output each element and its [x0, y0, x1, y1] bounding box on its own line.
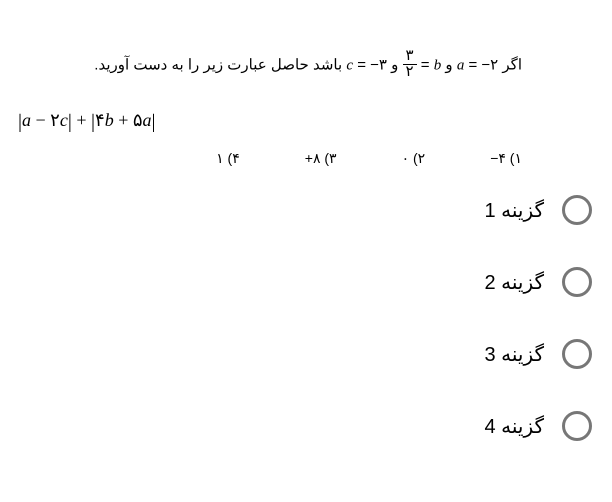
math-expression: |a − ۲c| + |۴b + ۵a| — [18, 110, 156, 133]
option-row-2[interactable]: گزینه 2 — [22, 267, 592, 297]
and-1: و — [441, 56, 452, 73]
c-value: = −۳ — [353, 56, 387, 73]
a-value: = −۲ — [464, 56, 498, 73]
option-row-3[interactable]: گزینه 3 — [22, 339, 592, 369]
question-suffix: باشد حاصل عبارت زیر را به دست آورید. — [94, 56, 342, 73]
question-text: اگر a = −۲ و b = ۳۲ و c = −۳ باشد حاصل ع… — [90, 50, 522, 81]
choice-2: ۲) ۰ — [402, 150, 426, 167]
radio-icon[interactable] — [562, 267, 592, 297]
radio-icon[interactable] — [562, 195, 592, 225]
frac-den: ۲ — [403, 65, 417, 80]
choice-1: ۱) ۴− — [490, 150, 522, 167]
option-label-2: گزینه 2 — [484, 270, 544, 295]
radio-icon[interactable] — [562, 339, 592, 369]
option-label-4: گزینه 4 — [484, 414, 544, 439]
choice-4: ۴) ۱ — [216, 150, 240, 167]
question-prefix: اگر — [502, 56, 522, 73]
option-row-1[interactable]: گزینه 1 — [22, 195, 592, 225]
choice-3: ۳) ۸+ — [305, 150, 337, 167]
fraction-b: ۳۲ — [403, 49, 417, 80]
option-label-3: گزینه 3 — [484, 342, 544, 367]
option-label-1: گزینه 1 — [484, 198, 544, 223]
option-row-4[interactable]: گزینه 4 — [22, 411, 592, 441]
options-list: گزینه 1 گزینه 2 گزینه 3 گزینه 4 — [22, 195, 592, 483]
and-2: و — [387, 56, 398, 73]
expression-text: |a − ۲c| + |۴b + ۵a| — [18, 110, 156, 130]
b-eq: = — [417, 56, 434, 73]
answer-choices-row: ۱) ۴− ۲) ۰ ۳) ۸+ ۴) ۱ — [0, 150, 612, 167]
question-area: اگر a = −۲ و b = ۳۲ و c = −۳ باشد حاصل ع… — [0, 0, 612, 91]
frac-num: ۳ — [403, 49, 417, 65]
radio-icon[interactable] — [562, 411, 592, 441]
